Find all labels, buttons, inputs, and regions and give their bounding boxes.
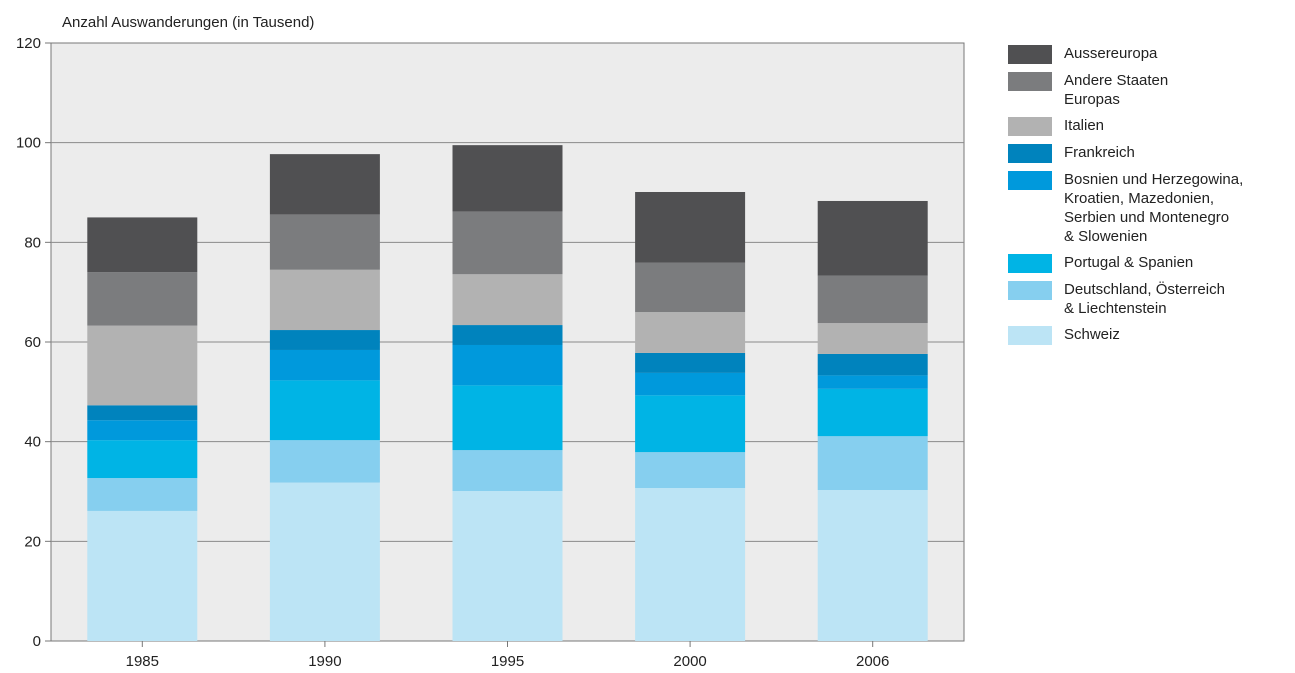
x-tick-label: 1995 xyxy=(491,653,524,670)
bar-segment xyxy=(635,452,746,489)
bar-segment xyxy=(452,385,563,451)
legend-item: Bosnien und Herzegowina, Kroatien, Mazed… xyxy=(1008,170,1293,246)
bar-segment xyxy=(269,482,380,641)
legend-item: Aussereuropa xyxy=(1008,44,1293,64)
y-tick-label: 20 xyxy=(24,533,41,550)
bar-segment xyxy=(269,154,380,215)
bar-segment xyxy=(635,312,746,353)
bar-segment xyxy=(635,488,746,641)
bar-segment xyxy=(87,510,198,641)
legend-label: Bosnien und Herzegowina, Kroatien, Mazed… xyxy=(1064,171,1244,245)
bar-segment xyxy=(87,405,198,421)
x-tick-label: 2000 xyxy=(673,653,706,670)
bar-segment xyxy=(87,272,198,326)
legend-label: Italien xyxy=(1064,117,1105,134)
legend-swatch xyxy=(1008,281,1052,300)
bar-segment xyxy=(452,211,563,275)
bar-segment xyxy=(635,352,746,373)
y-tick-label: 120 xyxy=(16,35,41,52)
bar-segment xyxy=(452,450,563,492)
bar-segment xyxy=(817,275,928,324)
legend-swatch xyxy=(1008,254,1052,273)
bar-segment xyxy=(87,325,198,406)
y-axis-title: Anzahl Auswanderungen (in Tausend) xyxy=(62,14,314,31)
bar-segment xyxy=(87,440,198,479)
bar-segment xyxy=(452,325,563,345)
legend-swatch xyxy=(1008,171,1052,190)
legend-swatch xyxy=(1008,72,1052,91)
legend-label: Deutschland, Österreich & Liechtenstein xyxy=(1064,281,1225,317)
bar-segment xyxy=(817,323,928,354)
legend: Aussereuropa Andere Staaten Europas Italie… xyxy=(1008,44,1293,352)
bar-stack-1995 xyxy=(452,145,563,641)
legend-item: Schweiz xyxy=(1008,325,1293,345)
legend-item: Portugal & Spanien xyxy=(1008,253,1293,273)
bar-stack-1990 xyxy=(269,154,380,641)
bar-segment xyxy=(817,353,928,376)
bar-stack-2000 xyxy=(635,192,746,641)
legend-item: Deutschland, Österreich & Liechtenstein xyxy=(1008,280,1293,318)
bar-segment xyxy=(452,491,563,641)
bar-segment xyxy=(452,145,563,212)
bars xyxy=(87,145,928,641)
bar-segment xyxy=(269,349,380,381)
legend-label: Schweiz xyxy=(1064,326,1120,343)
bar-segment xyxy=(635,262,746,313)
bar-stack-1985 xyxy=(87,217,198,641)
bar-segment xyxy=(817,200,928,276)
x-tick-label: 2006 xyxy=(856,653,889,670)
bar-stack-2006 xyxy=(817,200,928,641)
legend-label: Aussereuropa xyxy=(1064,45,1158,62)
legend-item: Italien xyxy=(1008,116,1293,136)
bar-segment xyxy=(269,330,380,350)
bar-segment xyxy=(269,214,380,270)
legend-item: Andere Staaten Europas xyxy=(1008,71,1293,109)
legend-label: Frankreich xyxy=(1064,144,1135,161)
bar-segment xyxy=(269,440,380,483)
bar-segment xyxy=(87,478,198,511)
legend-swatch xyxy=(1008,117,1052,136)
legend-label: Andere Staaten Europas xyxy=(1064,72,1169,108)
bar-segment xyxy=(817,388,928,437)
y-tick-label: 0 xyxy=(33,633,41,650)
legend-swatch xyxy=(1008,326,1052,345)
bar-segment xyxy=(452,344,563,386)
bar-segment xyxy=(269,269,380,331)
legend-label: Portugal & Spanien xyxy=(1064,254,1194,271)
bar-segment xyxy=(452,274,563,326)
bar-segment xyxy=(817,375,928,389)
bar-segment xyxy=(87,420,198,441)
x-tick-label: 1990 xyxy=(308,653,341,670)
bar-segment xyxy=(635,395,746,453)
legend-swatch xyxy=(1008,45,1052,64)
bar-segment xyxy=(817,490,928,641)
bar-segment xyxy=(269,380,380,441)
y-tick-label: 40 xyxy=(24,434,41,451)
y-tick-label: 80 xyxy=(24,234,41,251)
legend-item: Frankreich xyxy=(1008,143,1293,163)
y-tick-label: 100 xyxy=(16,135,41,152)
bar-segment xyxy=(635,192,746,263)
bar-segment xyxy=(635,372,746,396)
y-tick-label: 60 xyxy=(24,334,41,351)
bar-segment xyxy=(87,217,198,273)
axes: 0 20 40 60 80 100 120 1985 1990 1995 2000 2006 xyxy=(16,35,889,670)
x-tick-label: 1985 xyxy=(126,653,159,670)
bar-segment xyxy=(817,436,928,491)
legend-swatch xyxy=(1008,144,1052,163)
